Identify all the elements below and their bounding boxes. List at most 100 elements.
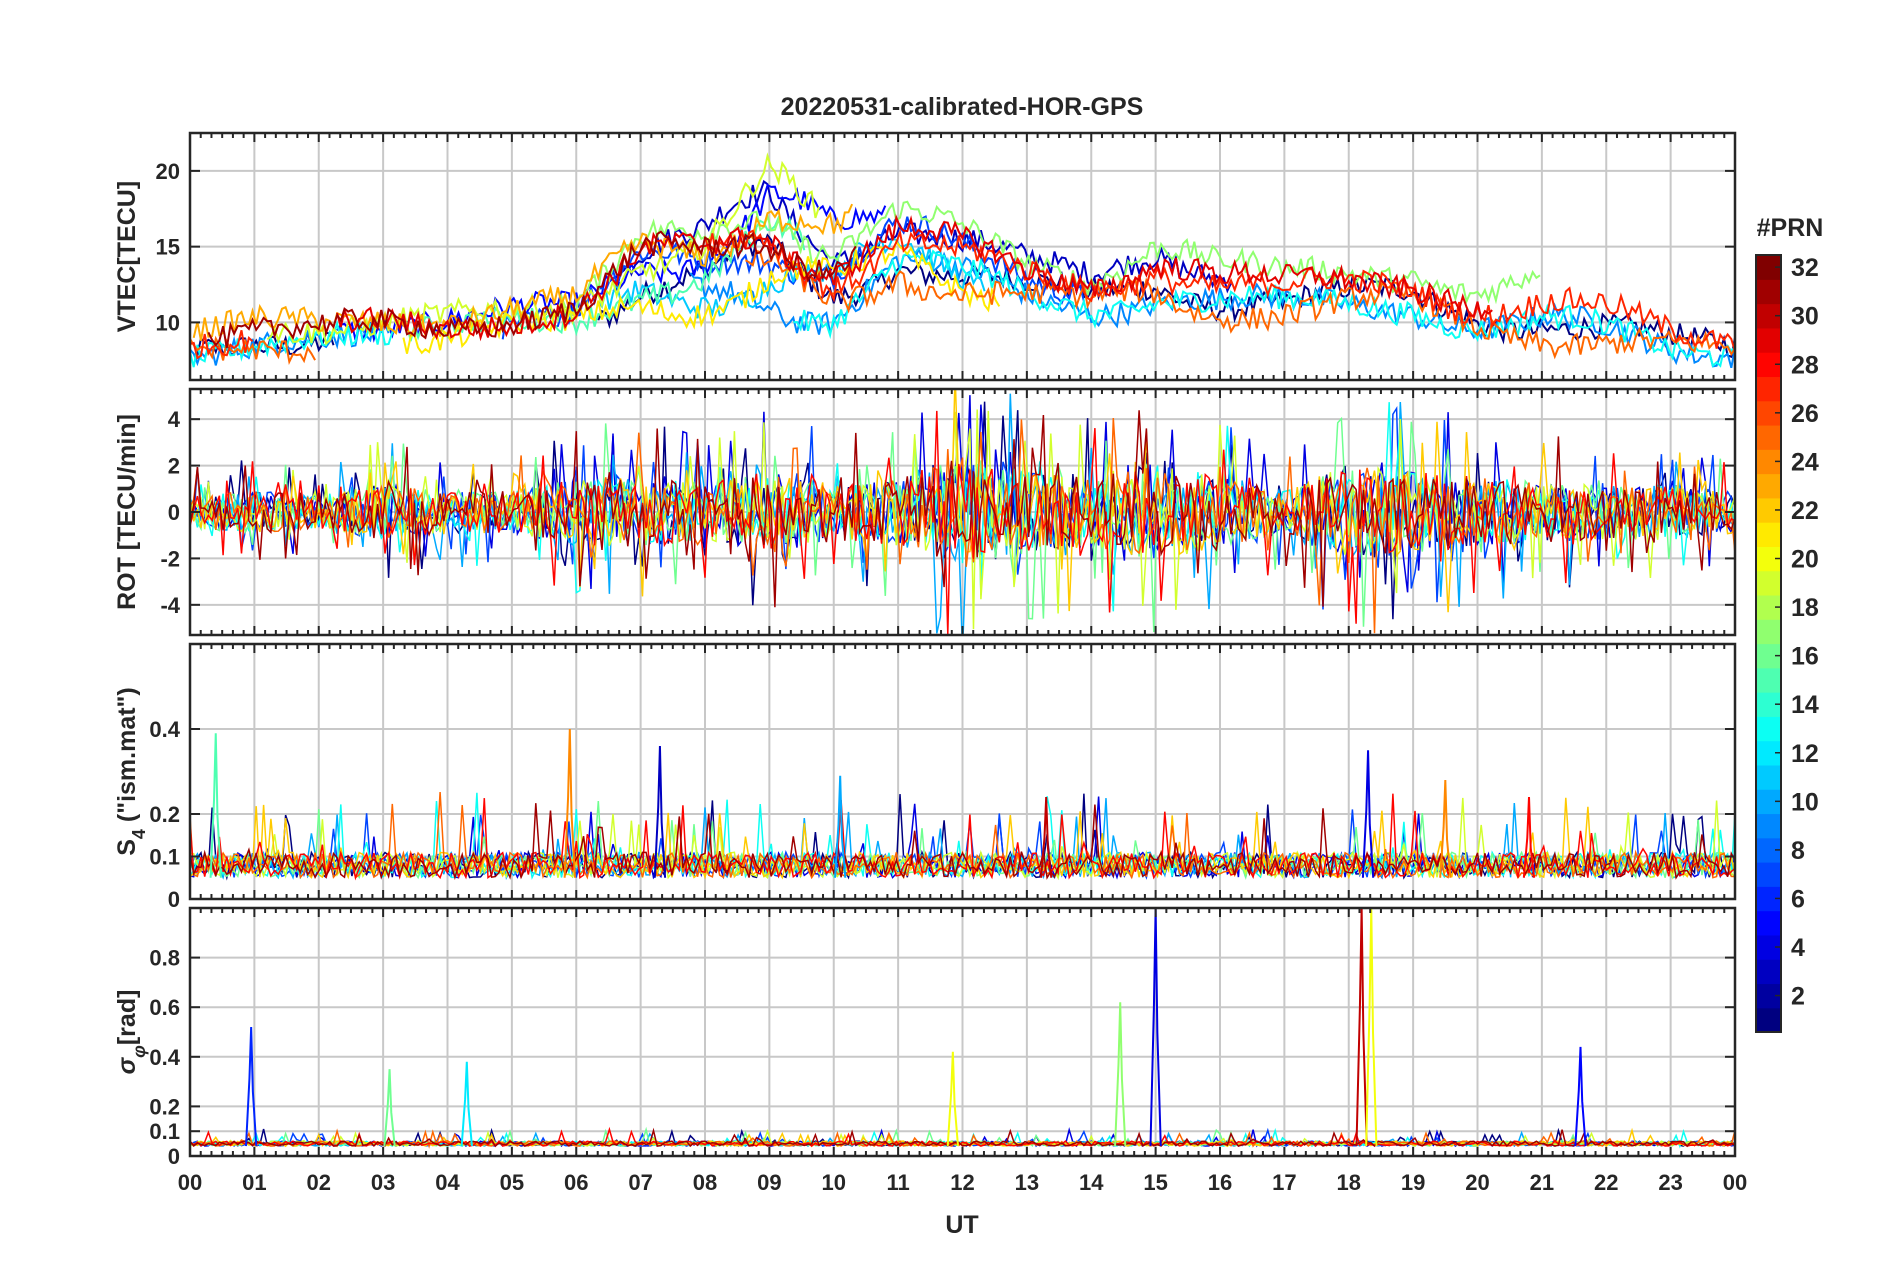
y-tick-label: 4 <box>168 407 181 432</box>
rot-series-prn-16 <box>190 416 1735 633</box>
colorbar-band <box>1756 424 1781 450</box>
y-tick-label: 0.1 <box>149 1119 180 1144</box>
y-tick-label: 0.4 <box>149 1045 180 1070</box>
panel-1: 10 15 20 VTEC[TECU] <box>113 131 1737 382</box>
panel-4: 00.10.2 0.4 0.6 0.8σφ[rad] <box>113 906 1737 1169</box>
y-tick-label: 0.1 <box>149 845 180 870</box>
x-tick-label: 12 <box>950 1170 974 1195</box>
vtec-series-prn-25 <box>745 246 1735 360</box>
colorbar-band <box>1756 473 1781 499</box>
peak-1 <box>563 728 576 878</box>
colorbar-tick-label: 2 <box>1791 983 1805 1011</box>
s4-series-prn-31 <box>190 803 1735 881</box>
colorbar-title: #PRN <box>1757 214 1824 242</box>
x-tick-label: 03 <box>371 1170 395 1195</box>
sigma-phi-series-prn-31 <box>190 1127 1735 1148</box>
peak-6 <box>1522 796 1536 878</box>
colorbar-band <box>1756 716 1781 742</box>
y-tick-label: 20 <box>156 159 180 184</box>
peak-8 <box>1574 1046 1587 1147</box>
colorbar-band <box>1756 522 1781 547</box>
x-tick-label: 18 <box>1337 1170 1361 1195</box>
y-tick-label: -4 <box>160 593 180 618</box>
y-tick-label: 10 <box>156 310 180 335</box>
colorbar-tick-label: 8 <box>1791 837 1805 865</box>
peak-6 <box>1355 908 1368 1147</box>
traces <box>190 152 1735 369</box>
panel-3: 0 0.1 0.2 0.4S4 ("ism.mat") <box>113 642 1737 912</box>
chart-title: 20220531-calibrated-HOR-GPS <box>781 93 1144 121</box>
peak-2 <box>460 1061 473 1147</box>
colorbar-band <box>1756 619 1781 645</box>
colorbar-tick-label: 14 <box>1791 691 1819 719</box>
peak-3 <box>834 775 847 878</box>
y-tick-label: 0 <box>168 1144 180 1169</box>
x-tick-label: 17 <box>1272 1170 1296 1195</box>
x-tick-label: 20 <box>1465 1170 1489 1195</box>
peak-4 <box>1114 1002 1127 1147</box>
peak-1 <box>383 1069 396 1147</box>
y-tick-label: 0 <box>168 887 180 912</box>
sigma-phi-series-prn-28 <box>190 1126 1735 1148</box>
x-tick-label: 13 <box>1015 1170 1039 1195</box>
y-tick-label: 2 <box>168 454 180 479</box>
x-tick-label: 10 <box>822 1170 846 1195</box>
x-tick-label: 06 <box>564 1170 588 1195</box>
peak-7 <box>1040 796 1053 878</box>
colorbar-tick-label: 4 <box>1791 934 1805 962</box>
vtec-series-prn-31 <box>207 230 857 349</box>
vtec-series-prn-17 <box>553 200 1541 323</box>
peak-0 <box>209 733 222 878</box>
vtec-series-prn-21 <box>402 239 1001 355</box>
traces <box>190 389 1735 635</box>
x-tick-label: 05 <box>500 1170 524 1195</box>
colorbar-tick-label: 26 <box>1791 400 1819 428</box>
x-tick-label: 11 <box>886 1170 909 1195</box>
y-axis-label: ROT [TECU/min] <box>113 414 141 610</box>
vtec-series-prn-11 <box>597 237 986 319</box>
x-axis-label: UT <box>945 1211 978 1239</box>
x-tick-label: 21 <box>1530 1170 1554 1195</box>
peak-5 <box>1439 779 1452 878</box>
colorbar-tick-label: 10 <box>1791 788 1819 816</box>
colorbar-band <box>1756 279 1781 305</box>
x-tick-label: 02 <box>307 1170 331 1195</box>
colorbar-tick-label: 16 <box>1791 643 1819 671</box>
x-tick-label: 16 <box>1208 1170 1232 1195</box>
x-tick-label: 08 <box>693 1170 717 1195</box>
colorbar-band <box>1756 376 1781 402</box>
x-tick-label: 04 <box>435 1170 460 1195</box>
colorbar-tick-label: 12 <box>1791 740 1819 768</box>
colorbar-tick-label: 32 <box>1791 254 1819 282</box>
vtec-series-prn-25 <box>190 335 316 366</box>
y-tick-label: 0.8 <box>149 946 180 971</box>
x-tick-label: 00 <box>1723 1170 1747 1195</box>
panel-2: -4 -2 0 2 4 ROT [TECU/min] <box>113 387 1737 637</box>
peak-2 <box>653 745 667 878</box>
peak-0 <box>245 1027 258 1147</box>
y-axis-label: VTEC[TECU] <box>113 181 141 332</box>
y-tick-label: 0.2 <box>149 802 180 827</box>
x-tick-labels: 00 01 02 03 04 05 06 07 08 09 10 11 12 13 14 15 16 17 18 19… <box>178 1170 1747 1195</box>
colorbar-tick-label: 18 <box>1791 594 1819 622</box>
colorbar-frame <box>1755 254 1782 1033</box>
colorbar-band <box>1756 862 1781 887</box>
y-tick-label: 0 <box>168 500 180 525</box>
colorbar-band <box>1756 667 1781 693</box>
colorbar-band <box>1756 959 1781 985</box>
rot-series-prn-31 <box>190 410 1735 608</box>
x-tick-label: 15 <box>1143 1170 1167 1195</box>
s4-series-prn-28 <box>190 793 1735 881</box>
colorbar-band <box>1756 327 1781 353</box>
y-tick-label: 0.6 <box>149 995 180 1020</box>
x-tick-label: 19 <box>1401 1170 1425 1195</box>
y-tick-label: 0.2 <box>149 1094 180 1119</box>
colorbar-band <box>1756 813 1781 839</box>
colorbar-tick-label: 30 <box>1791 303 1819 331</box>
colorbar-band <box>1756 910 1781 936</box>
x-tick-label: 23 <box>1658 1170 1682 1195</box>
rot-series-prn-28 <box>190 410 1735 635</box>
x-tick-label: 07 <box>628 1170 652 1195</box>
x-tick-label: 00 <box>178 1170 202 1195</box>
